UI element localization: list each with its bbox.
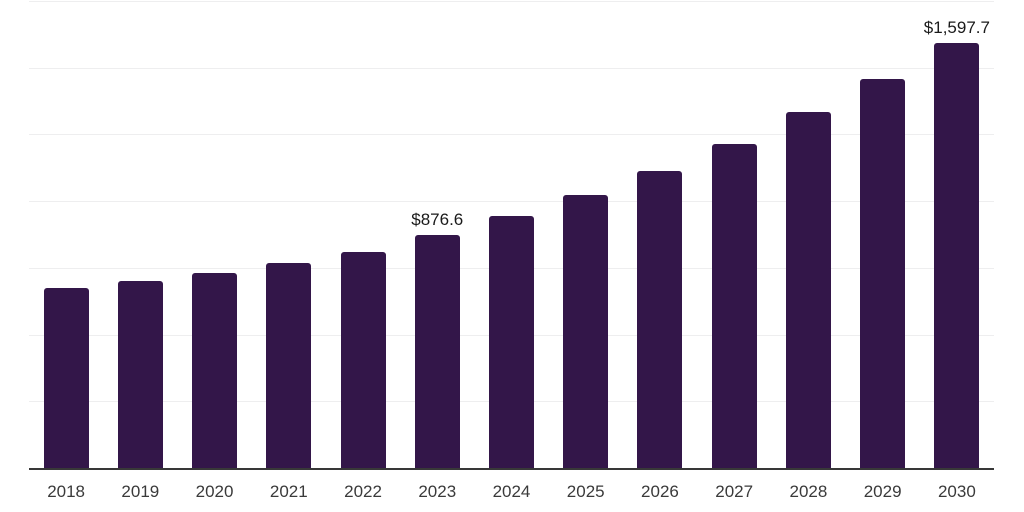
gridline-1000 [29,201,994,203]
x-axis-line [29,468,994,470]
x-tick-label-2024: 2024 [492,482,531,501]
x-tick-label-2025: 2025 [566,482,605,501]
bar-2024[interactable] [489,216,534,469]
bar-2022[interactable] [340,251,386,469]
x-tick-label-2027: 2027 [715,482,754,501]
data-label-2023: $876.6 [411,210,464,230]
bar-2021[interactable] [266,263,312,469]
x-tick-label-2029: 2029 [863,482,902,501]
gridline-1750 [29,1,994,2]
bar-2019[interactable] [117,280,163,469]
x-tick-label-2026: 2026 [641,482,679,501]
bar-2026[interactable] [637,171,683,469]
x-tick-label-2022: 2022 [344,482,382,501]
x-tick-label-2028: 2028 [789,482,828,501]
x-tick-label-2018: 2018 [47,482,86,501]
bar-2020[interactable] [192,272,238,469]
x-tick-label-2023: 2023 [418,482,457,501]
bar-2030[interactable] [934,42,980,469]
bar-2028[interactable] [785,112,831,469]
bar-2025[interactable] [563,195,609,469]
x-tick-label-2030: 2030 [937,482,976,501]
bar-2027[interactable] [711,143,757,469]
bar-2029[interactable] [860,78,906,469]
x-tick-label-2019: 2019 [121,482,160,501]
x-tick-label-2021: 2021 [269,482,308,501]
gridline-1250 [29,134,994,136]
plot-area: $876.6 $1,597.7 [29,1,994,470]
bar-2018[interactable] [43,287,89,469]
x-tick-label-2020: 2020 [195,482,234,501]
gridline-1500 [29,67,994,69]
bar-2023[interactable] [414,235,460,469]
data-label-2030: $1,597.7 [923,17,990,37]
